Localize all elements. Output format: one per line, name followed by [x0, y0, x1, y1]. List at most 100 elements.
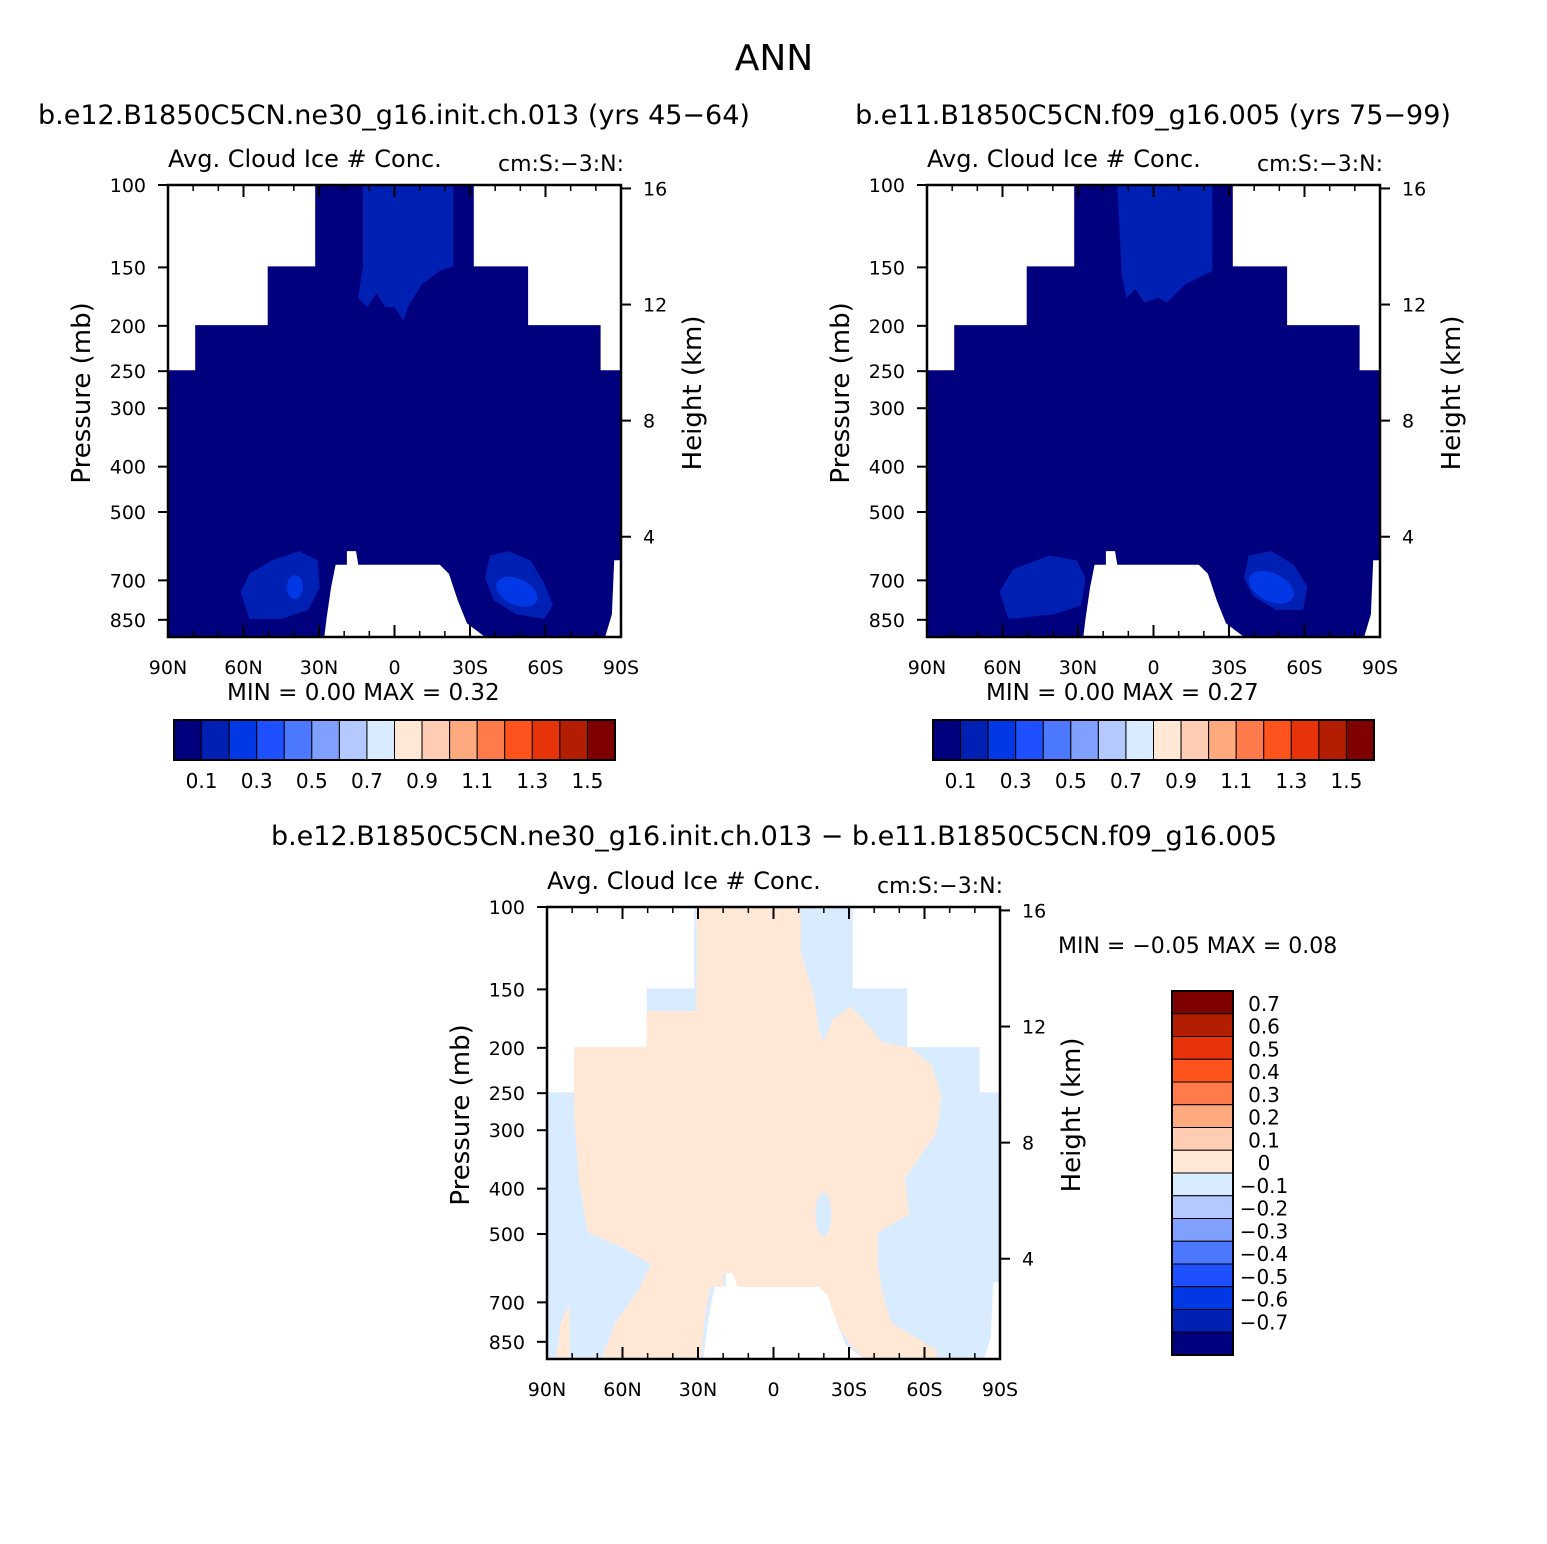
colorbar-swatch: [1153, 719, 1182, 761]
colorbar-label: 1.3: [1275, 769, 1307, 793]
colorbar-label: −0.7: [1240, 1310, 1289, 1334]
colorbar-swatch: [932, 719, 962, 761]
y-tick-label: 150: [869, 257, 905, 279]
x-tick-label: 90S: [982, 1379, 1018, 1401]
field-level-2: [286, 575, 303, 600]
y-tick-label: 850: [869, 610, 905, 632]
y-tick-label: 300: [110, 398, 146, 420]
colorbar-swatch: [421, 719, 451, 761]
colorbar-label: 0.7: [1248, 992, 1280, 1016]
field-level-1: [1117, 185, 1213, 303]
colorbar-label: 0.3: [1000, 769, 1032, 793]
y-tick-label: 850: [110, 610, 146, 632]
y-tick-label: 250: [869, 361, 905, 383]
y-tick-label: 250: [110, 361, 146, 383]
colorbar-swatch: [1042, 719, 1072, 761]
colorbar-label: 0.9: [1165, 769, 1197, 793]
colorbar-swatch: [1171, 1263, 1234, 1288]
y2-tick-label: 4: [1402, 527, 1414, 549]
field-level-1: [240, 551, 320, 619]
y-tick-label: 400: [489, 1179, 525, 1201]
colorbar-label: 1.1: [461, 769, 493, 793]
colorbar-swatch: [1015, 719, 1044, 761]
panel-2: b.e11.B1850C5CN.f09_g16.005 (yrs 75−99) A…: [826, 100, 1467, 793]
colorbar-swatch: [504, 719, 533, 761]
x-tick-label: 60S: [1286, 657, 1322, 679]
colorbar-label: 1.1: [1220, 769, 1252, 793]
y2-tick-label: 4: [643, 527, 655, 549]
colorbar-swatch: [476, 719, 506, 761]
y-tick-label: 500: [110, 502, 146, 524]
y-tick-label: 700: [110, 570, 146, 592]
colorbar-swatch: [338, 719, 368, 761]
panel-units: cm:S:−3:N:: [498, 152, 624, 177]
y2-axis-label: Height (km): [678, 315, 708, 470]
colorbar-label: 0.3: [1248, 1083, 1280, 1107]
colorbar-swatch: [1171, 1309, 1234, 1333]
colorbar-swatch: [987, 719, 1017, 761]
colorbar-swatch: [449, 719, 478, 761]
x-tick-label: 90N: [528, 1379, 566, 1401]
colorbar-swatch: [366, 719, 395, 761]
colorbar-swatch: [1208, 719, 1237, 761]
field-mask: [168, 185, 621, 637]
colorbar-swatch: [1171, 1331, 1234, 1356]
colorbar-swatch: [1171, 1013, 1234, 1037]
panel-units: cm:S:−3:N:: [877, 874, 1003, 899]
x-tick-label: 60N: [603, 1379, 641, 1401]
colorbar-label: 0.1: [945, 769, 977, 793]
y-tick-label: 400: [869, 457, 905, 479]
field-level-1: [999, 555, 1086, 619]
colorbar-swatch: [1171, 1127, 1234, 1151]
x-tick-label: 30N: [1059, 657, 1097, 679]
colorbar-swatch: [1171, 1081, 1234, 1106]
x-tick-label: 90N: [908, 657, 946, 679]
x-tick-label: 90S: [603, 657, 639, 679]
colorbar-swatch: [531, 719, 561, 761]
colorbar-swatch: [960, 719, 989, 761]
colorbar-swatch: [228, 719, 258, 761]
colorbar-label: 0.7: [1110, 769, 1142, 793]
colorbar-label: 0.7: [351, 769, 383, 793]
colorbar-swatch: [1290, 719, 1320, 761]
y2-tick-label: 16: [643, 178, 667, 200]
y-tick-label: 700: [869, 570, 905, 592]
colorbar-label: 1.3: [516, 769, 548, 793]
colorbar-label: −0.5: [1240, 1265, 1289, 1289]
panel-title: Avg. Cloud Ice # Conc.: [547, 867, 821, 895]
y-tick-label: 850: [489, 1332, 525, 1354]
panel-suptitle: b.e12.B1850C5CN.ne30_g16.init.ch.013 − b…: [271, 821, 1277, 852]
panel-1: b.e12.B1850C5CN.ne30_g16.init.ch.013 (yr…: [38, 100, 750, 793]
colorbar-swatch: [1171, 1218, 1234, 1242]
x-tick-label: 30S: [1211, 657, 1247, 679]
y-tick-label: 400: [110, 457, 146, 479]
y2-tick-label: 8: [1402, 411, 1414, 433]
colorbar-label: 0.4: [1248, 1060, 1280, 1084]
field-level-1: [358, 185, 454, 321]
field-level-2: [496, 576, 538, 607]
colorbar-label: 0.5: [1055, 769, 1087, 793]
panel-units: cm:S:−3:N:: [1257, 152, 1383, 177]
colorbar-swatch: [1235, 719, 1265, 761]
x-tick-label: 0: [767, 1379, 779, 1401]
colorbar-label: 0.9: [406, 769, 438, 793]
colorbar-swatch: [1097, 719, 1127, 761]
y2-tick-label: 8: [1022, 1133, 1034, 1155]
x-tick-label: 60N: [983, 657, 1021, 679]
x-tick-label: 30S: [831, 1379, 867, 1401]
y2-tick-label: 12: [643, 295, 667, 317]
colorbar-swatch: [1070, 719, 1099, 761]
colorbar-swatch: [1171, 1240, 1234, 1265]
colorbar-swatch: [1171, 1172, 1234, 1197]
colorbar-swatch: [586, 719, 616, 761]
colorbar-label: 1.5: [572, 769, 604, 793]
colorbar-swatch: [1171, 1149, 1234, 1174]
field-level-2: [1248, 571, 1294, 604]
colorbar-label: 0: [1258, 1151, 1271, 1175]
y-axis-label: Pressure (mb): [446, 1024, 476, 1205]
y-tick-label: 500: [489, 1224, 525, 1246]
panels: b.e12.B1850C5CN.ne30_g16.init.ch.013 (yr…: [38, 100, 1467, 1401]
colorbar-swatch: [201, 719, 230, 761]
colorbar-swatch: [256, 719, 285, 761]
